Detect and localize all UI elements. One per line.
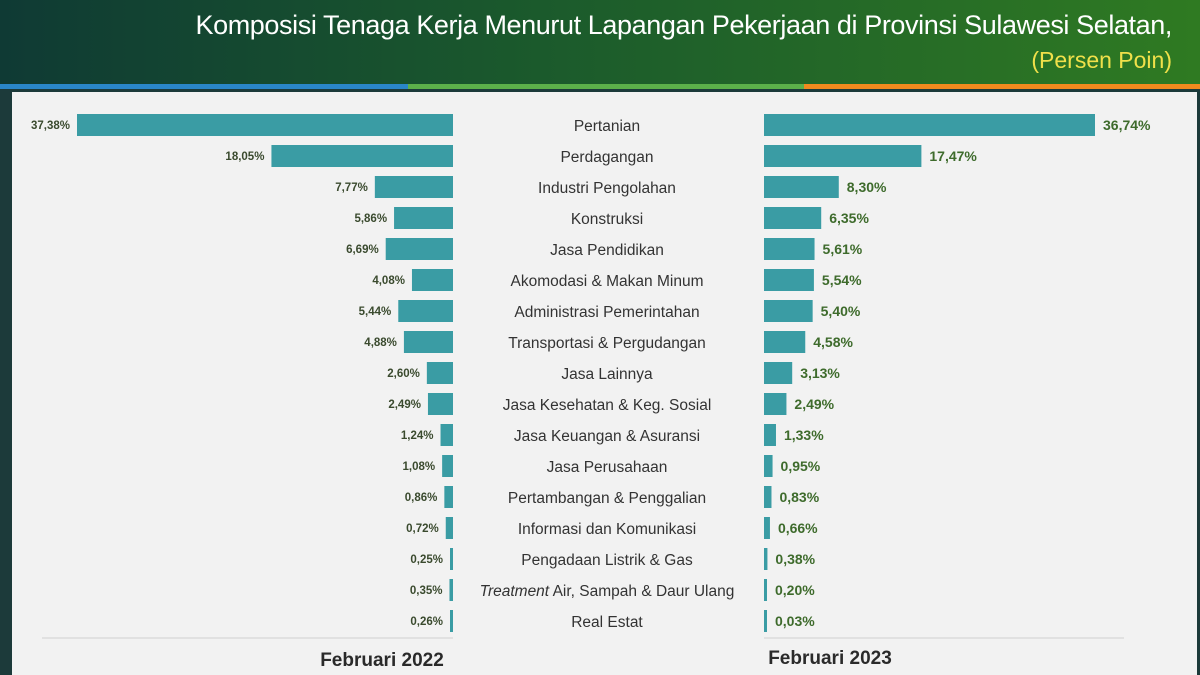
- category-label: Pengadaan Listrik & Gas: [521, 552, 693, 569]
- bar-feb-2023: [764, 114, 1095, 136]
- bar-feb-2022: [394, 207, 453, 229]
- category-label: Pertambangan & Penggalian: [508, 490, 706, 507]
- bar-feb-2022: [374, 176, 453, 198]
- bar-feb-2023: [764, 424, 776, 446]
- bar-feb-2022: [444, 486, 453, 508]
- category-label: Administrasi Pemerintahan: [514, 304, 699, 321]
- chart-title: Komposisi Tenaga Kerja Menurut Lapangan …: [195, 10, 1172, 40]
- bar-feb-2023: [764, 579, 767, 601]
- bar-feb-2023: [764, 610, 767, 632]
- category-label: Informasi dan Komunikasi: [518, 521, 696, 538]
- value-label-feb-2022: 4,88%: [364, 337, 397, 349]
- value-label-feb-2023: 5,40%: [821, 303, 861, 319]
- value-label-feb-2022: 37,38%: [31, 120, 70, 132]
- bar-feb-2022: [271, 145, 453, 167]
- period-label-feb-2022: Februari 2022: [320, 650, 444, 671]
- bar-feb-2023: [764, 238, 815, 260]
- category-label: Jasa Keuangan & Asuransi: [514, 428, 700, 445]
- value-label-feb-2023: 17,47%: [929, 148, 977, 164]
- category-label: Akomodasi & Makan Minum: [511, 273, 704, 290]
- value-label-feb-2022: 6,69%: [346, 244, 379, 256]
- bar-feb-2023: [764, 548, 768, 570]
- category-label: Treatment Air, Sampah & Daur Ulang: [480, 583, 735, 600]
- bar-feb-2022: [442, 455, 453, 477]
- value-label-feb-2022: 2,60%: [387, 368, 420, 380]
- value-label-feb-2023: 5,61%: [823, 241, 863, 257]
- bar-feb-2023: [764, 486, 772, 508]
- value-label-feb-2022: 0,35%: [410, 585, 443, 597]
- value-label-feb-2022: 2,49%: [388, 399, 421, 411]
- value-label-feb-2023: 8,30%: [847, 179, 887, 195]
- bar-feb-2023: [764, 393, 787, 415]
- bar-feb-2023: [764, 331, 806, 353]
- bar-feb-2023: [764, 362, 793, 384]
- category-label: Industri Pengolahan: [538, 180, 676, 197]
- value-label-feb-2023: 0,20%: [775, 582, 815, 598]
- category-label: Transportasi & Pergudangan: [508, 335, 706, 352]
- value-label-feb-2022: 4,08%: [372, 275, 405, 287]
- value-label-feb-2022: 0,72%: [406, 523, 439, 535]
- bar-feb-2022: [427, 393, 453, 415]
- chart-subtitle: (Persen Poin): [1031, 47, 1172, 73]
- header-bar: Komposisi Tenaga Kerja Menurut Lapangan …: [0, 0, 1200, 84]
- bar-feb-2023: [764, 145, 922, 167]
- value-label-feb-2022: 1,24%: [401, 430, 434, 442]
- value-label-feb-2022: 18,05%: [225, 151, 264, 163]
- category-label: Jasa Pendidikan: [550, 242, 664, 259]
- bar-feb-2023: [764, 176, 839, 198]
- bar-feb-2022: [77, 114, 453, 136]
- value-label-feb-2023: 0,38%: [775, 551, 815, 567]
- value-label-feb-2022: 7,77%: [335, 182, 368, 194]
- value-label-feb-2023: 0,83%: [779, 489, 819, 505]
- category-label: Konstruksi: [571, 211, 643, 228]
- bar-feb-2022: [411, 269, 453, 291]
- category-label: Pertanian: [574, 118, 640, 135]
- bar-feb-2022: [450, 548, 453, 570]
- value-label-feb-2022: 5,44%: [359, 306, 392, 318]
- value-label-feb-2023: 5,54%: [822, 272, 862, 288]
- value-label-feb-2023: 3,13%: [800, 365, 840, 381]
- bar-feb-2023: [764, 269, 814, 291]
- bar-feb-2023: [764, 207, 822, 229]
- bar-feb-2022: [440, 424, 453, 446]
- period-label-feb-2023: Februari 2023: [768, 648, 892, 669]
- value-label-feb-2023: 0,95%: [781, 458, 821, 474]
- bar-feb-2022: [385, 238, 453, 260]
- value-label-feb-2022: 0,26%: [410, 616, 443, 628]
- category-label: Perdagangan: [560, 149, 653, 166]
- value-label-feb-2022: 0,86%: [405, 492, 438, 504]
- bar-feb-2022: [445, 517, 453, 539]
- value-label-feb-2023: 0,66%: [778, 520, 818, 536]
- bar-feb-2022: [449, 579, 453, 601]
- bar-feb-2022: [426, 362, 453, 384]
- bar-feb-2023: [764, 300, 813, 322]
- chart-panel: 37,38% Pertanian 36,74% 18,05% Perdagangan 17…: [12, 92, 1197, 675]
- category-label: Jasa Lainnya: [561, 366, 653, 383]
- category-label: Real Estat: [571, 614, 643, 631]
- header-accent-line: [0, 84, 1200, 89]
- value-label-feb-2022: 5,86%: [354, 213, 387, 225]
- bar-feb-2022: [403, 331, 453, 353]
- value-label-feb-2023: 0,03%: [775, 613, 815, 629]
- value-label-feb-2023: 2,49%: [794, 396, 834, 412]
- category-label: Jasa Kesehatan & Keg. Sosial: [503, 397, 712, 414]
- value-label-feb-2023: 4,58%: [813, 334, 853, 350]
- value-label-feb-2023: 1,33%: [784, 427, 824, 443]
- value-label-feb-2022: 1,08%: [403, 461, 436, 473]
- bar-feb-2023: [764, 517, 770, 539]
- value-label-feb-2023: 6,35%: [829, 210, 869, 226]
- bar-feb-2023: [764, 455, 773, 477]
- butterfly-bar-chart: 37,38% Pertanian 36,74% 18,05% Perdagangan 17…: [31, 114, 1151, 671]
- category-label: Jasa Perusahaan: [547, 459, 668, 476]
- bar-feb-2022: [398, 300, 453, 322]
- value-label-feb-2022: 0,25%: [410, 554, 443, 566]
- value-label-feb-2023: 36,74%: [1103, 117, 1151, 133]
- bar-feb-2022: [450, 610, 453, 632]
